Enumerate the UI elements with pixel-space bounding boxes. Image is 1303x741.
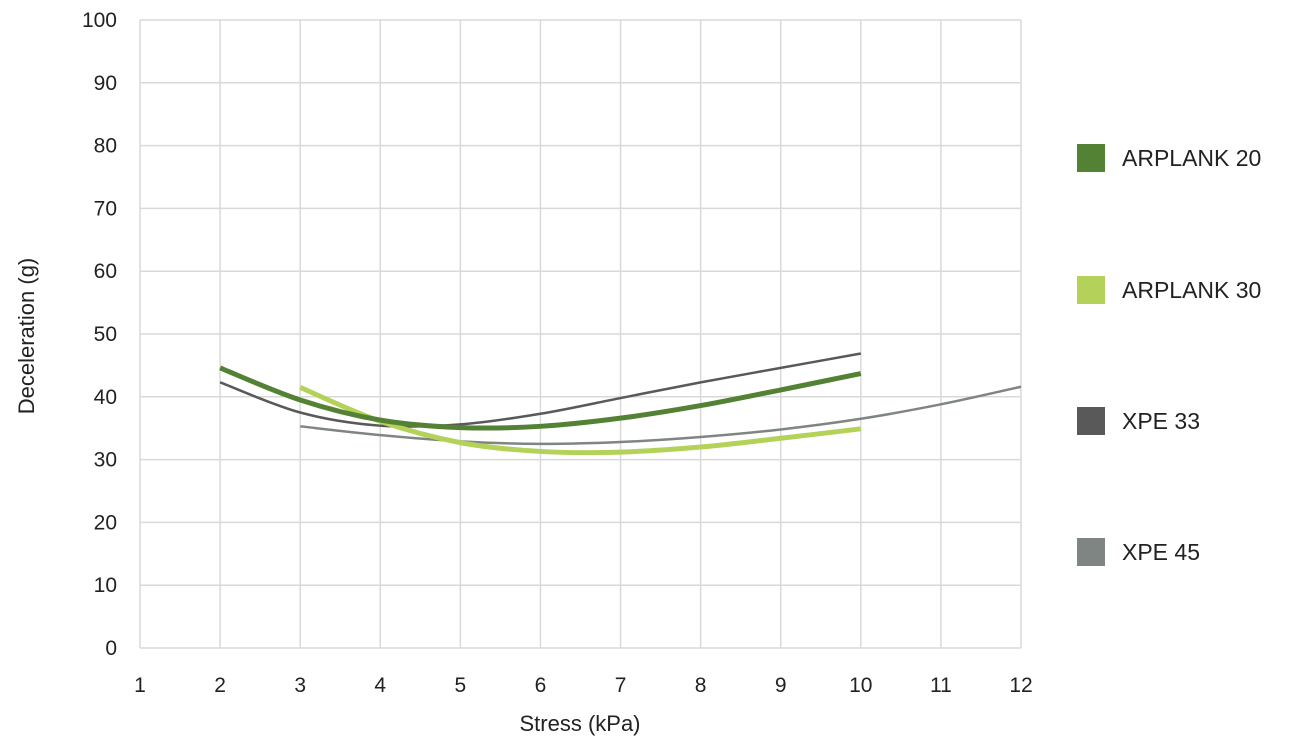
x-tick-label: 12 (1009, 674, 1032, 697)
grid (139, 19, 1022, 649)
y-tick-label: 70 (94, 197, 117, 220)
y-tick-label: 100 (82, 9, 117, 32)
y-tick-label: 50 (94, 323, 117, 346)
legend-label-xpe-33: XPE 33 (1122, 408, 1200, 434)
y-tick-label: 60 (94, 260, 117, 283)
y-tick-label: 10 (94, 574, 117, 597)
x-tick-label: 7 (615, 674, 627, 697)
legend-swatch-arplank-20 (1077, 144, 1105, 172)
y-tick-label: 40 (94, 386, 117, 409)
x-tick-labels: 1 2 3 4 5 6 7 8 9 10 11 12 (134, 674, 1033, 697)
legend: ARPLANK 20 ARPLANK 30 XPE 33 XPE 45 (1077, 144, 1261, 566)
series-line-xpe-33 (219, 352, 862, 428)
legend-swatch-xpe-33 (1077, 407, 1105, 435)
y-axis-title: Deceleration (g) (14, 258, 39, 415)
y-tick-label: 90 (94, 72, 117, 95)
legend-label-xpe-45: XPE 45 (1122, 539, 1200, 565)
x-tick-label: 10 (849, 674, 872, 697)
y-tick-label: 0 (105, 637, 117, 660)
legend-swatch-xpe-45 (1077, 538, 1105, 566)
series-line-xpe-45 (300, 385, 1022, 446)
y-tick-labels: 0 10 20 30 40 50 60 70 80 90 100 (82, 9, 117, 660)
x-tick-label: 5 (455, 674, 467, 697)
y-tick-label: 80 (94, 135, 117, 158)
legend-label-arplank-20: ARPLANK 20 (1122, 145, 1261, 171)
series-group (219, 352, 1022, 456)
series-line-arplank-20 (219, 365, 862, 431)
x-axis-title: Stress (kPa) (519, 711, 640, 736)
x-tick-label: 11 (930, 674, 952, 697)
y-tick-label: 30 (94, 449, 117, 472)
x-tick-label: 9 (775, 674, 787, 697)
y-tick-label: 20 (94, 511, 117, 534)
x-tick-label: 8 (695, 674, 707, 697)
legend-label-arplank-30: ARPLANK 30 (1122, 277, 1261, 303)
x-tick-label: 3 (294, 674, 306, 697)
legend-swatch-arplank-30 (1077, 276, 1105, 304)
x-tick-label: 1 (134, 674, 146, 697)
x-tick-label: 2 (214, 674, 226, 697)
x-tick-label: 6 (535, 674, 547, 697)
x-tick-label: 4 (374, 674, 386, 697)
